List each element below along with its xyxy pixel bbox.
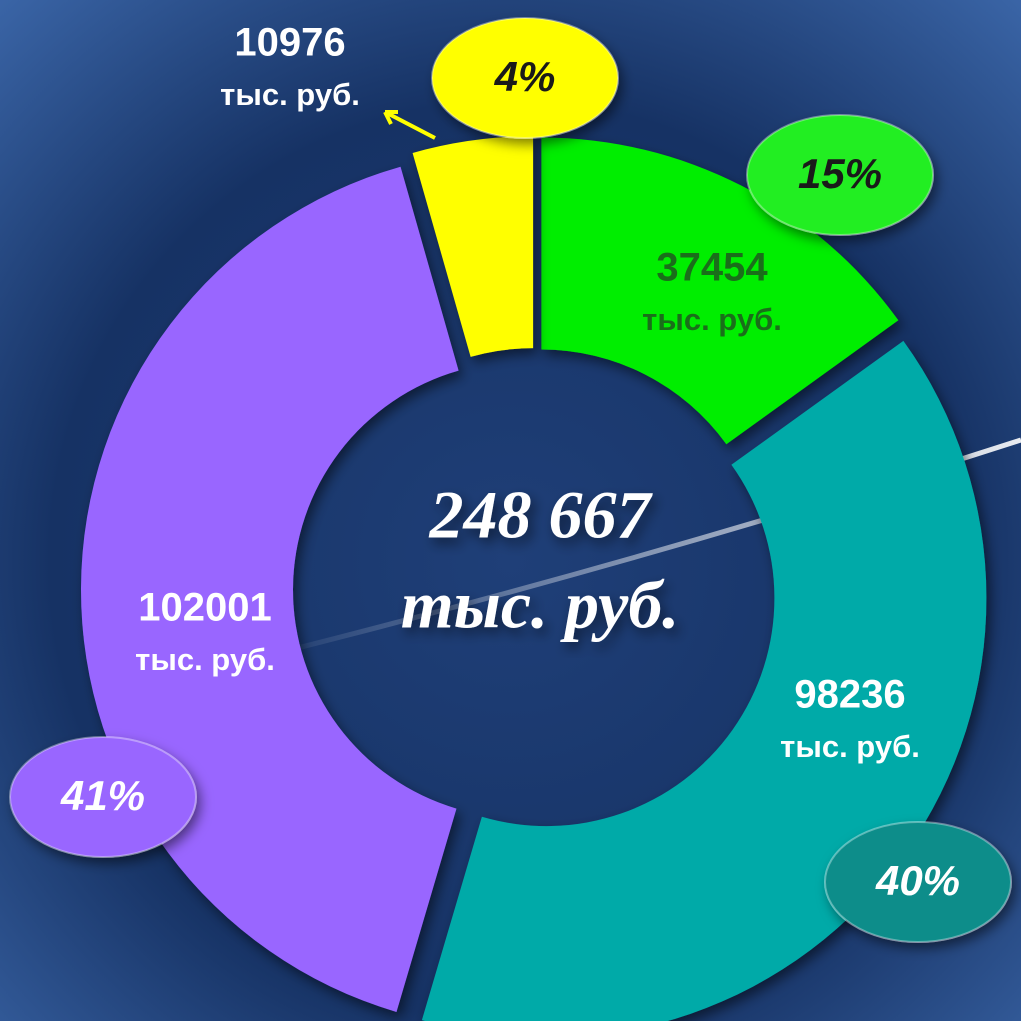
- value-label: 10976: [234, 21, 345, 65]
- unit-label: тыс. руб.: [642, 302, 782, 337]
- percent-bubble: [746, 114, 934, 236]
- unit-label: тыс. руб.: [135, 642, 275, 677]
- arrow: [383, 110, 436, 140]
- donut-segment: [541, 137, 899, 445]
- value-label: 37454: [656, 246, 768, 290]
- total-unit: тыс. руб.: [401, 567, 679, 643]
- value-label: 98236: [794, 673, 905, 717]
- percent-label: 41%: [60, 772, 145, 819]
- percent-bubble: [431, 17, 619, 139]
- percent-label: 4%: [494, 53, 556, 100]
- percent-bubble: [9, 736, 197, 858]
- percent-label: 15%: [798, 150, 882, 197]
- percent-bubble: [824, 821, 1012, 943]
- unit-label: тыс. руб.: [780, 729, 920, 764]
- value-label: 102001: [138, 586, 271, 630]
- total-value: 248 667: [429, 477, 654, 553]
- percent-label: 40%: [875, 857, 960, 904]
- donut-segment: [412, 136, 534, 357]
- unit-label: тыс. руб.: [220, 77, 360, 112]
